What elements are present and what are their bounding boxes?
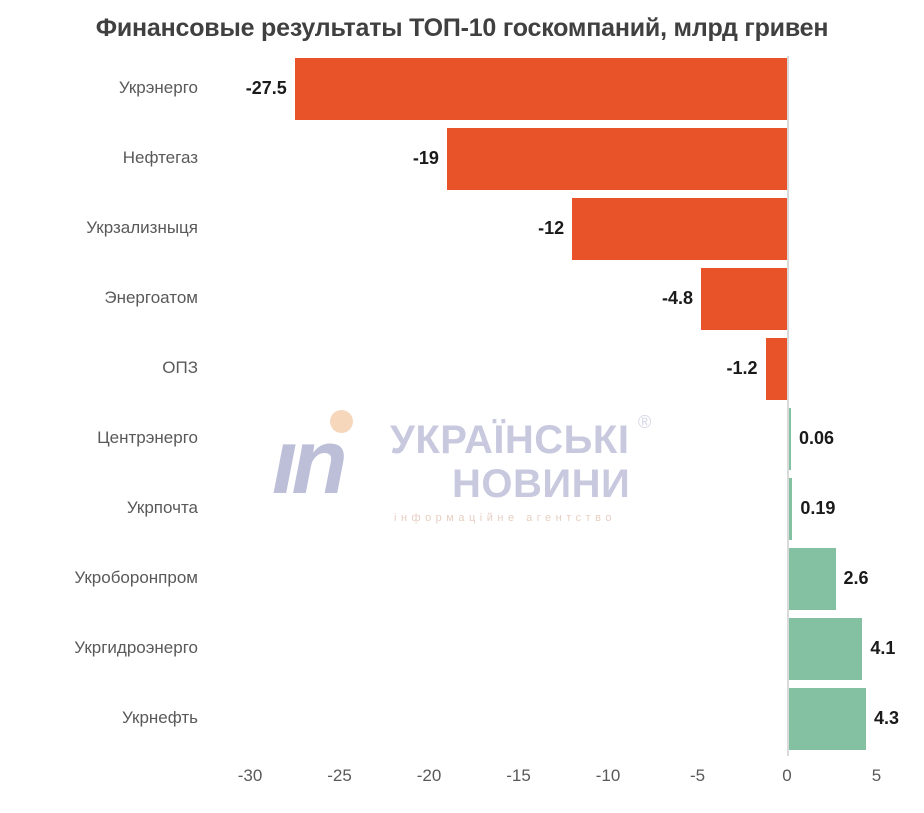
value-label: 0.06 [799, 428, 835, 448]
x-axis-tick-label: 0 [782, 766, 792, 785]
bar [765, 338, 787, 400]
bar-row: ОПЗ -1.2 [0, 338, 924, 400]
category-label: Укрэнерго [118, 78, 198, 97]
category-label: Нефтегаз [122, 148, 198, 167]
x-axis-tick-label: -15 [506, 766, 531, 785]
category-label: Укрпочта [126, 498, 198, 517]
category-label: Энергоатом [104, 288, 198, 307]
value-label: -12 [538, 218, 565, 238]
value-label: 2.6 [843, 568, 869, 588]
category-label: Центрэнерго [97, 428, 198, 447]
bar [294, 58, 787, 120]
x-axis-tick-label: -20 [416, 766, 442, 785]
value-label: 0.19 [800, 498, 836, 518]
bar [789, 548, 836, 610]
bar [572, 198, 787, 260]
value-label: -1.2 [726, 358, 758, 378]
chart-title: Финансовые результаты ТОП-10 госкомпаний… [95, 14, 829, 42]
category-label: Укроборонпром [74, 568, 198, 587]
bar-row: Укрзализныця -12 [0, 198, 924, 260]
value-label: -27.5 [245, 78, 287, 98]
bar-row: Укргидроэнерго 4.1 [0, 618, 924, 680]
zero-axis-line [787, 56, 789, 756]
bar-row: Нефтегаз -19 [0, 128, 924, 190]
x-axis-tick-label: -10 [595, 766, 621, 785]
bar-row: Энергоатом -4.8 [0, 268, 924, 330]
x-axis-tick-label: -30 [237, 766, 263, 785]
plot-area: ın УКРАЇНСЬКІ ® НОВИНИ інформаційне аген… [0, 56, 924, 756]
bar [446, 128, 787, 190]
category-label: ОПЗ [162, 358, 198, 377]
bar [789, 478, 793, 540]
category-label: Укрзализныця [86, 218, 198, 237]
bar [701, 268, 787, 330]
value-label: -19 [412, 148, 439, 168]
bar-row: Центрэнерго 0.06 [0, 408, 924, 470]
bar [789, 618, 863, 680]
category-label: Укргидроэнерго [74, 638, 198, 657]
category-label: Укрнефть [121, 708, 198, 727]
value-label: -4.8 [662, 288, 694, 308]
bar [789, 408, 791, 470]
bar [789, 688, 866, 750]
x-axis-tick-label: -5 [689, 766, 706, 785]
bar-row: Укрпочта 0.19 [0, 478, 924, 540]
x-axis-tick-label: -25 [327, 766, 352, 785]
x-axis-tick-label: 5 [871, 766, 882, 785]
value-label: 4.1 [870, 638, 896, 658]
x-axis: -30 -25 -20 -15 -10 -5 0 5 [0, 766, 924, 796]
bar-row: Укроборонпром 2.6 [0, 548, 924, 610]
value-label: 4.3 [873, 708, 899, 728]
bar-row: Укрэнерго -27.5 [0, 58, 924, 120]
bar-row: Укрнефть 4.3 [0, 688, 924, 750]
